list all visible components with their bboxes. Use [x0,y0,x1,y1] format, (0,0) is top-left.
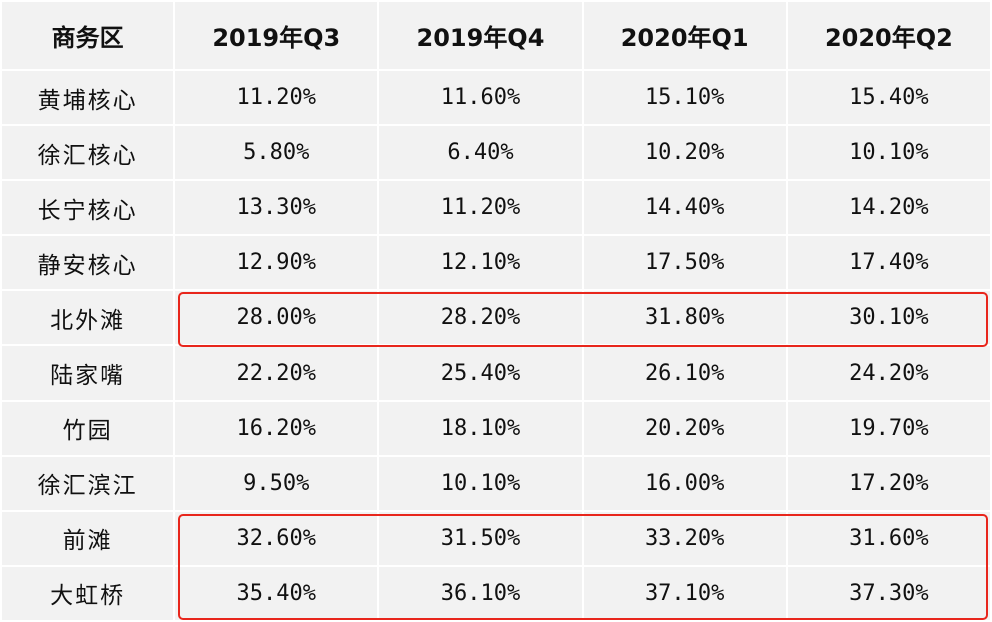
table-row: 静安核心 12.90% 12.10% 17.50% 17.40% [2,236,990,290]
rate-cell: 11.60% [379,71,582,125]
rate-cell: 37.10% [583,566,786,620]
rate-cell: 26.10% [583,346,786,400]
district-cell: 竹园 [2,401,174,455]
rate-cell: 16.20% [175,401,378,455]
table-body: 黄埔核心 11.20% 11.60% 15.10% 15.40% 徐汇核心 5.80% 6.4… [2,71,990,620]
district-cell: 前滩 [2,511,174,565]
rate-cell: 12.10% [379,236,582,290]
rate-cell: 18.10% [379,401,582,455]
table-row: 大虹桥 35.40% 36.10% 37.10% 37.30% [2,566,990,620]
rate-cell: 6.40% [379,126,582,180]
rate-cell: 15.10% [583,71,786,125]
rate-cell: 31.60% [787,511,990,565]
rate-cell: 15.40% [787,71,990,125]
table-row: 陆家嘴 22.20% 25.40% 26.10% 24.20% [2,346,990,400]
rate-cell: 33.20% [583,511,786,565]
rate-cell: 22.20% [175,346,378,400]
header-cell: 2020年Q2 [787,2,990,69]
rate-cell: 28.00% [175,291,378,345]
table-row: 徐汇核心 5.80% 6.40% 10.20% 10.10% [2,126,990,180]
rate-cell: 9.50% [175,456,378,510]
rate-cell: 17.40% [787,236,990,290]
district-cell: 北外滩 [2,291,174,345]
rate-cell: 32.60% [175,511,378,565]
table-row: 黄埔核心 11.20% 11.60% 15.10% 15.40% [2,71,990,125]
district-cell: 徐汇核心 [2,126,174,180]
rate-cell: 13.30% [175,181,378,235]
district-cell: 大虹桥 [2,566,174,620]
rate-cell: 25.40% [379,346,582,400]
rate-cell: 10.10% [787,126,990,180]
table-row: 长宁核心 13.30% 11.20% 14.40% 14.20% [2,181,990,235]
header-cell: 商务区 [2,2,174,69]
rate-cell: 35.40% [175,566,378,620]
rate-cell: 30.10% [787,291,990,345]
rate-cell: 31.50% [379,511,582,565]
rate-cell: 36.10% [379,566,582,620]
rate-cell: 20.20% [583,401,786,455]
rate-cell: 24.20% [787,346,990,400]
header-cell: 2020年Q1 [583,2,786,69]
district-cell: 陆家嘴 [2,346,174,400]
table-row: 北外滩 28.00% 28.20% 31.80% 30.10% [2,291,990,345]
district-cell: 长宁核心 [2,181,174,235]
rate-cell: 31.80% [583,291,786,345]
header-cell: 2019年Q4 [379,2,582,69]
rate-cell: 11.20% [175,71,378,125]
district-cell: 黄埔核心 [2,71,174,125]
rate-cell: 17.50% [583,236,786,290]
table-row: 竹园 16.20% 18.10% 20.20% 19.70% [2,401,990,455]
header-row: 商务区 2019年Q3 2019年Q4 2020年Q1 2020年Q2 [2,2,990,69]
rate-cell: 12.90% [175,236,378,290]
header-cell: 2019年Q3 [175,2,378,69]
rate-cell: 10.20% [583,126,786,180]
rate-cell: 19.70% [787,401,990,455]
district-cell: 徐汇滨江 [2,456,174,510]
rate-cell: 5.80% [175,126,378,180]
table-row: 徐汇滨江 9.50% 10.10% 16.00% 17.20% [2,456,990,510]
rate-cell: 37.30% [787,566,990,620]
table-row: 前滩 32.60% 31.50% 33.20% 31.60% [2,511,990,565]
rate-cell: 17.20% [787,456,990,510]
rate-cell: 28.20% [379,291,582,345]
rate-cell: 16.00% [583,456,786,510]
rate-cell: 14.40% [583,181,786,235]
district-cell: 静安核心 [2,236,174,290]
rate-cell: 14.20% [787,181,990,235]
rate-cell: 10.10% [379,456,582,510]
rate-cell: 11.20% [379,181,582,235]
